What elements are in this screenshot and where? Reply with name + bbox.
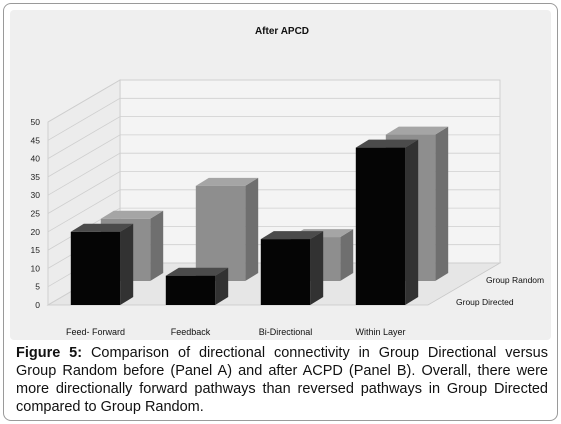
- bar-side: [245, 177, 259, 281]
- bar-side: [435, 126, 449, 281]
- bar-side: [405, 139, 419, 305]
- bar-side: [340, 229, 354, 281]
- y-tick-label: 50: [31, 117, 41, 127]
- y-tick-label: 15: [31, 245, 41, 255]
- y-tick-label: 35: [31, 172, 41, 182]
- caption-label: Figure 5:: [16, 345, 83, 361]
- y-tick-label: 10: [31, 263, 41, 273]
- bar-side: [310, 231, 324, 305]
- bar: [70, 231, 121, 305]
- bar-top: [355, 139, 419, 148]
- figure-frame: 0 5 10 15 20 25 30 35 40 45 50 After APCD Feed- Forw…: [3, 3, 558, 421]
- x-tick-label: Within Layer: [355, 327, 405, 337]
- chart-panel: 0 5 10 15 20 25 30 35 40 45 50 After APCD Feed- Forw…: [10, 10, 551, 340]
- y-tick-label: 5: [35, 282, 40, 292]
- bar-side: [150, 210, 164, 281]
- bar-chart-3d: 0 5 10 15 20 25 30 35 40 45 50 After APCD Feed- Forw…: [31, 26, 545, 337]
- series-label-back: Group Random: [486, 275, 544, 285]
- chart-title: After APCD: [255, 26, 309, 37]
- bar-top: [260, 231, 324, 240]
- bar-top: [195, 177, 259, 186]
- bar-top: [165, 267, 229, 276]
- gridline: [47, 79, 500, 123]
- x-tick-label: Bi-Directional: [259, 327, 313, 337]
- bar-top: [70, 223, 134, 232]
- x-tick-label: Feed- Forward: [66, 327, 125, 337]
- bar: [165, 275, 216, 305]
- bar-side: [120, 223, 134, 305]
- y-tick-label: 40: [31, 154, 41, 164]
- series-label-front: Group Directed: [456, 297, 514, 307]
- bar-top: [385, 126, 449, 135]
- y-tick-label: 30: [31, 190, 41, 200]
- bar: [195, 185, 246, 281]
- bar-top: [100, 210, 164, 219]
- bar: [355, 147, 406, 305]
- figure-caption: Figure 5: Comparison of directional conn…: [16, 344, 548, 416]
- x-tick-label: Feedback: [171, 327, 211, 337]
- gridline: [47, 116, 500, 159]
- bar-side: [215, 267, 229, 305]
- caption-text: Comparison of directional connectivity i…: [16, 345, 548, 415]
- bar: [260, 239, 311, 305]
- y-tick-label: 25: [31, 209, 41, 219]
- y-tick-label: 0: [35, 300, 40, 310]
- y-tick-label: 45: [31, 135, 41, 145]
- y-tick-label: 20: [31, 227, 41, 237]
- gridline: [47, 134, 500, 178]
- gridline: [47, 97, 500, 141]
